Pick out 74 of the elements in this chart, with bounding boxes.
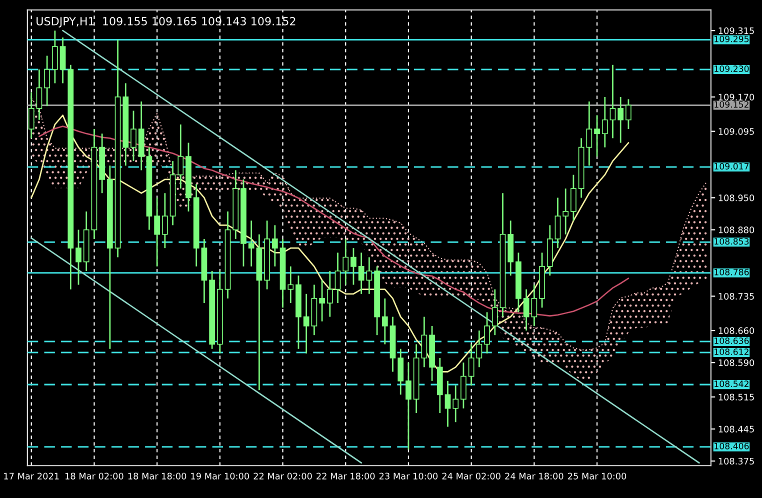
x-tick-label: 22 Mar 02:00 (254, 472, 312, 480)
y-tick-label: 108.950 (718, 194, 754, 202)
candlestick (460, 362, 466, 410)
y-tick-label: 108.735 (718, 292, 754, 300)
y-tick-label: 109.315 (718, 27, 754, 34)
ref-line-label: 108.636 (714, 338, 749, 344)
x-tick-label: 25 Mar 10:00 (568, 472, 626, 480)
candlestick (586, 100, 592, 166)
ref-line-label: 108.406 (714, 442, 749, 450)
candlestick (44, 55, 50, 107)
line-series (30, 114, 630, 372)
x-tick-label: 22 Mar 18:00 (316, 472, 375, 480)
candlestick (28, 92, 34, 139)
candlestick (162, 192, 168, 249)
y-tick-label: 108.445 (718, 426, 754, 432)
candlestick (618, 96, 624, 144)
candlestick (626, 98, 632, 130)
candlestick (342, 238, 349, 286)
candlestick (398, 348, 404, 396)
x-tick-label: 19 Mar 10:00 (191, 472, 249, 480)
candlestick (366, 256, 372, 295)
ref-line-label: 109.230 (714, 65, 749, 72)
candlestick (484, 312, 490, 354)
y-tick-label: 109.095 (718, 128, 754, 135)
candlestick (130, 110, 136, 162)
candlestick (350, 247, 356, 286)
ref-line-label: 108.853 (714, 238, 749, 245)
text: USDJPY,H1 109.155 109.165 109.143 109.152 (36, 16, 296, 28)
candlestick (492, 288, 498, 336)
candlestick (76, 229, 82, 286)
candlestick (60, 36, 66, 84)
candlestick (288, 266, 294, 304)
ref-line-label: 109.295 (714, 36, 749, 42)
candlestick (326, 270, 333, 318)
candlestick (562, 188, 569, 236)
candlestick (523, 288, 530, 332)
candlestick (36, 68, 42, 121)
y-tick-label: 108.660 (718, 327, 754, 334)
ref-line-label: 108.786 (714, 268, 749, 276)
candlestick (178, 124, 184, 190)
candlestick (52, 30, 58, 84)
candlestick (602, 96, 608, 148)
candlestick (154, 197, 160, 268)
candlestick (594, 114, 600, 158)
candlestick (610, 64, 616, 139)
candlestick (248, 220, 254, 268)
x-tick-label: 24 Mar 02:00 (442, 472, 500, 480)
y-tick-label: 108.515 (718, 394, 754, 400)
candlestick (303, 293, 310, 354)
candlestick (334, 252, 341, 304)
candlestick (570, 174, 576, 222)
ref-line-label: 109.152 (714, 101, 748, 108)
y-tick-label: 108.375 (718, 458, 754, 465)
candlestick (452, 384, 459, 423)
candlestick (554, 197, 561, 249)
ref-line-label: 108.612 (714, 348, 748, 356)
x-tick-label: 18 Mar 02:00 (66, 472, 124, 480)
candlestick (382, 298, 388, 345)
x-tick-label: 17 Mar 2021 (4, 472, 59, 480)
candlestick (421, 316, 428, 368)
ref-line-label: 109.017 (714, 163, 749, 170)
candlestick (319, 279, 325, 322)
y-tick-label: 108.590 (718, 359, 754, 366)
ref-line-label: 108.542 (714, 380, 748, 388)
y-tick-label: 109.170 (718, 94, 754, 100)
y-tick-label: 108.880 (718, 226, 754, 234)
x-tick-label: 18 Mar 18:00 (128, 472, 186, 480)
candlestick (444, 380, 451, 428)
candlestick (358, 252, 364, 295)
x-tick-label: 24 Mar 18:00 (505, 472, 564, 480)
candlestick (531, 284, 538, 327)
candlestick (272, 224, 278, 268)
candlestick (406, 362, 412, 450)
x-tick-label: 23 Mar 10:00 (379, 472, 438, 480)
